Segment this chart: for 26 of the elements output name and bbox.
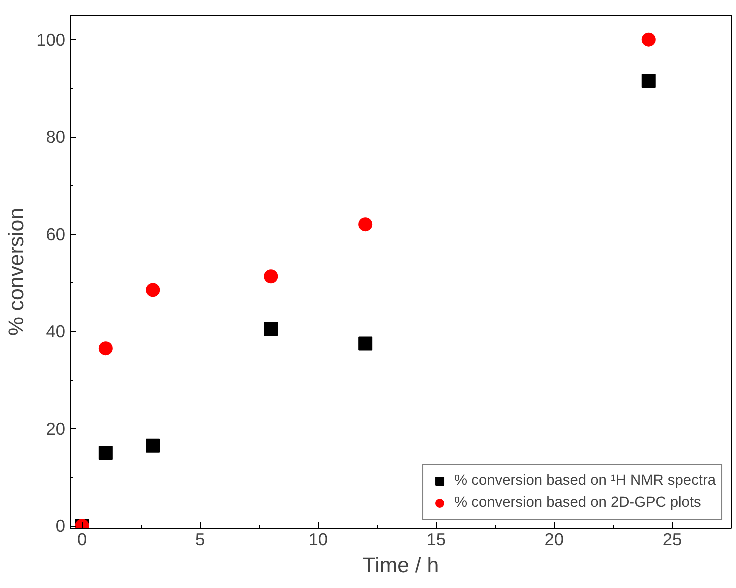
y-tick-label: 20 — [46, 418, 66, 439]
legend-label: % conversion based on ¹H NMR spectra — [454, 473, 716, 489]
y-tick-label: 80 — [46, 127, 66, 148]
y-tick-label: 0 — [56, 516, 66, 536]
point — [642, 74, 656, 88]
y-tick-label: 60 — [46, 224, 66, 244]
x-tick-label: 20 — [544, 530, 564, 550]
point — [358, 218, 373, 232]
y-tick-label: 40 — [46, 322, 66, 342]
legend-label: % conversion based on 2D-GPC plots — [454, 495, 702, 511]
x-tick-label: 0 — [77, 530, 88, 550]
x-tick-label: 25 — [662, 530, 682, 550]
point — [264, 270, 278, 284]
y-tick-label: 100 — [36, 30, 66, 50]
x-tick-label: 5 — [196, 530, 206, 550]
y-axis-title: % conversion — [4, 208, 29, 336]
point — [146, 283, 160, 298]
point — [146, 438, 160, 453]
point — [264, 322, 278, 336]
point — [98, 446, 113, 460]
x-axis-title: Time / h — [362, 554, 440, 578]
point — [358, 336, 373, 351]
point — [642, 32, 656, 47]
x-tick-label: 15 — [426, 530, 446, 550]
point — [98, 342, 113, 356]
x-tick-label: 10 — [308, 530, 328, 550]
